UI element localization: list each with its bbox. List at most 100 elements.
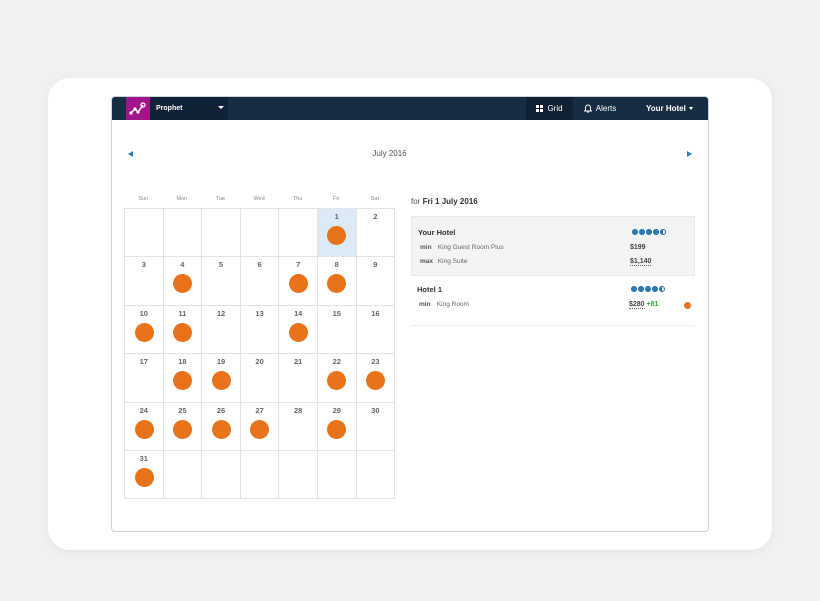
calendar-day-18[interactable]: 18: [163, 354, 203, 403]
alert-marker-icon: [173, 371, 193, 391]
weekday-header: Sun Mon Tue Wed Thu Fri Sat: [124, 194, 395, 208]
calendar-day-31[interactable]: 31: [125, 450, 164, 500]
day-number: 5: [218, 260, 224, 270]
calendar-day-5[interactable]: 5: [202, 257, 241, 306]
rate-price: $199: [630, 244, 646, 251]
calendar-day-24[interactable]: 24: [125, 402, 164, 451]
calendar-day-7[interactable]: 7: [279, 257, 318, 306]
app-logo-icon[interactable]: [126, 97, 150, 120]
calendar-empty-cell: [240, 450, 280, 500]
hotel-name: Hotel 1: [417, 285, 443, 294]
calendar-empty-cell: [279, 450, 318, 500]
day-number: 4: [180, 260, 185, 270]
day-number: 19: [216, 357, 226, 367]
alert-marker-icon: [327, 274, 347, 294]
day-number: 14: [294, 308, 303, 318]
hotel-selector[interactable]: Your Hotel: [640, 97, 704, 120]
day-number: 13: [255, 308, 264, 318]
day-number: 30: [371, 405, 380, 415]
star-icon: [652, 286, 658, 292]
detail-date: Fri 1 July 2016: [422, 197, 478, 206]
calendar-day-21[interactable]: 21: [279, 354, 318, 403]
day-number: 12: [216, 308, 226, 318]
rate-row-min: min King Room: [419, 301, 469, 308]
calendar-day-26[interactable]: 26: [202, 402, 241, 451]
calendar-empty-cell: [202, 450, 241, 500]
star-icon: [638, 286, 644, 292]
calendar-empty-cell: [279, 209, 318, 258]
calendar-day-12[interactable]: 12: [202, 305, 241, 355]
calendar-day-20[interactable]: 20: [240, 354, 280, 403]
calendar-day-6[interactable]: 6: [240, 257, 280, 306]
calendar-empty-cell: [125, 209, 164, 258]
star-icon: [632, 229, 638, 235]
calendar-day-2[interactable]: 2: [356, 209, 396, 258]
rate-delta: +81: [646, 301, 659, 308]
calendar-day-1[interactable]: 1: [317, 209, 357, 258]
calendar-day-11[interactable]: 11: [163, 305, 203, 355]
weekday-label: Mon: [176, 196, 188, 202]
calendar-day-27[interactable]: 27: [240, 402, 280, 451]
alert-marker-icon: [250, 419, 270, 439]
calendar-day-3[interactable]: 3: [125, 257, 164, 306]
calendar-day-19[interactable]: 19: [202, 354, 241, 403]
calendar-day-23[interactable]: 23: [356, 354, 396, 403]
star-rating: [632, 229, 666, 235]
day-number: 23: [371, 357, 380, 367]
rate-price[interactable]: $1,140: [630, 258, 652, 266]
product-switcher[interactable]: Prophet: [150, 97, 228, 120]
hotel-card-competitor[interactable]: Hotel 1 min King Room $280 +81: [411, 276, 695, 326]
calendar-day-8[interactable]: 8: [317, 257, 357, 306]
rate-kind: min: [420, 244, 432, 251]
day-number: 15: [332, 308, 341, 318]
calendar-day-28[interactable]: 28: [279, 402, 318, 451]
hotel-card-your-hotel[interactable]: Your Hotel min King Guest Room Plus $199…: [411, 216, 695, 276]
product-name: Prophet: [156, 105, 183, 112]
rate-price-with-delta: $280 +81: [629, 301, 659, 309]
chevron-down-icon: [688, 107, 693, 110]
alert-marker-icon: [288, 322, 308, 342]
day-number: 6: [257, 260, 262, 270]
alert-marker-icon: [288, 274, 308, 294]
calendar-day-17[interactable]: 17: [125, 354, 164, 403]
alert-marker-icon: [173, 322, 193, 342]
tab-alerts[interactable]: Alerts: [578, 97, 622, 120]
calendar-day-4[interactable]: 4: [163, 257, 203, 306]
day-number: 17: [139, 357, 148, 367]
calendar-day-25[interactable]: 25: [163, 402, 203, 451]
day-number: 16: [371, 308, 380, 318]
room-type: King Suite: [437, 258, 468, 265]
calendar-day-15[interactable]: 15: [317, 305, 357, 355]
day-number: 11: [178, 308, 187, 318]
day-number: 24: [139, 405, 148, 415]
rate-price[interactable]: $280: [629, 301, 645, 309]
calendar-day-14[interactable]: 14: [279, 305, 318, 355]
room-type: King Room: [436, 301, 469, 308]
calendar-empty-cell: [202, 209, 241, 258]
day-number: 18: [178, 357, 187, 367]
top-navigation-bar: Prophet Grid Alerts Your Hotel: [112, 97, 708, 120]
next-month-button[interactable]: [687, 151, 692, 157]
month-title: July 2016: [372, 149, 407, 158]
calendar-empty-cell: [356, 450, 396, 500]
bell-icon: [583, 104, 592, 113]
calendar-day-13[interactable]: 13: [240, 305, 280, 355]
alert-marker-icon: [327, 419, 347, 439]
calendar-day-16[interactable]: 16: [356, 305, 396, 355]
previous-month-button[interactable]: [128, 151, 133, 157]
month-calendar: Sun Mon Tue Wed Thu Fri Sat 1 2 3 4 5 6 7 8 9 10 11 12 13 1…: [124, 194, 396, 500]
calendar-day-10[interactable]: 10: [125, 305, 164, 355]
alert-marker-icon: [327, 226, 347, 245]
star-icon: [631, 286, 637, 292]
room-type: King Guest Room Plus: [437, 244, 504, 251]
day-number: 2: [373, 212, 378, 221]
half-star-icon: [659, 286, 665, 292]
tab-grid[interactable]: Grid: [526, 97, 573, 120]
calendar-day-29[interactable]: 29: [317, 402, 357, 451]
calendar-day-9[interactable]: 9: [356, 257, 396, 306]
day-number: 25: [178, 405, 187, 415]
calendar-day-22[interactable]: 22: [317, 354, 357, 403]
weekday-label: Sun: [138, 196, 149, 202]
calendar-day-30[interactable]: 30: [356, 402, 396, 451]
rate-kind: max: [420, 258, 434, 265]
